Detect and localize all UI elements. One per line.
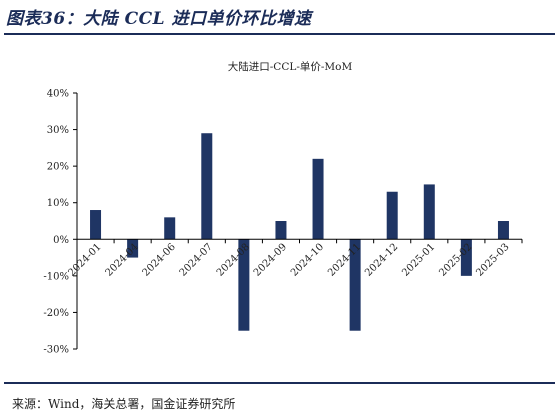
bar-2024-09 [275,221,287,240]
chart-title: 大陆进口-CCL-单价-MoM [228,60,353,73]
bar-chart: 大陆进口-CCL-单价-MoM -30% -20% -10% 0% 10% 20% 30% 4… [43,60,523,356]
x-tick-label: 2024-12 [363,242,400,279]
bar-2024-06 [164,217,176,240]
y-tick-label: -10% [43,271,69,282]
bar-2024-01 [90,210,102,240]
figure-title: 图表36：大陆 CCL 进口单价环比增速 [6,9,312,29]
bar-2024-07 [201,133,213,240]
bar-2025-01 [423,184,435,240]
y-tick-label: 0% [53,235,69,246]
y-tick-label: -20% [43,308,69,319]
bar-2024-08 [238,239,250,331]
bar-2024-12 [386,191,398,240]
x-tick-label: 2024-10 [289,242,326,279]
y-axis: -30% -20% -10% 0% 10% 20% 30% 40% [43,89,78,356]
x-tick-label: 2024-06 [141,242,178,279]
source-note: 来源：Wind，海关总署，国金证券研究所 [12,397,236,411]
bar-series [90,133,509,331]
title-rule [4,33,555,35]
y-tick-label: 30% [47,125,69,136]
x-tick-label: 2025-01 [400,242,437,279]
x-tick-label: 2024-04 [104,242,141,279]
y-tick-label: 20% [47,162,69,173]
bar-2024-10 [312,158,324,240]
bar-2024-04 [127,239,139,258]
x-tick-label: 2025-03 [474,242,511,279]
bar-2025-03 [497,221,509,240]
bar-2024-11 [349,239,361,331]
x-tick-label: 2024-01 [66,242,103,279]
y-tick-label: 40% [47,89,69,100]
source-rule [4,382,555,384]
y-tick-label: 10% [47,198,69,209]
bar-2025-02 [460,239,472,276]
x-tick-label: 2024-07 [178,242,215,279]
x-axis: 2024-01 2024-04 2024-06 2024-07 2024-08 2024-… [66,238,523,279]
y-tick-label: -30% [43,345,69,356]
x-tick-label: 2024-09 [252,242,289,279]
